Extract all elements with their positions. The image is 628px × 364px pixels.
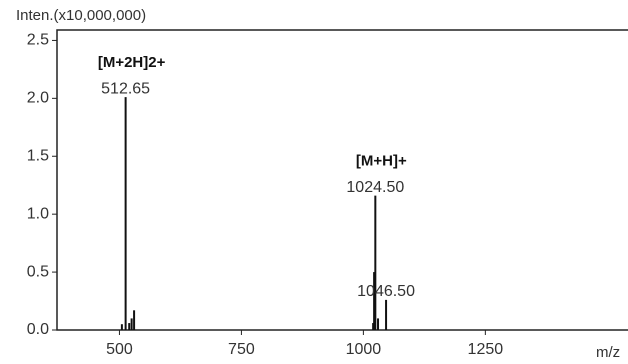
plot-frame	[56, 29, 628, 331]
x-tick-label: 1000	[346, 341, 382, 358]
x-tick-label: 750	[228, 341, 255, 358]
peak-label: 512.65	[101, 80, 150, 97]
y-tick-label: 1.5	[27, 147, 49, 164]
y-axis-label: Inten.(x10,000,000)	[16, 7, 146, 24]
y-tick-label: 0.5	[27, 263, 49, 280]
peak-label: 1046.50	[357, 283, 415, 300]
y-tick-label: 0.0	[27, 321, 49, 338]
y-tick-label: 1.0	[27, 205, 49, 222]
ion-label: [M+2H]2+	[98, 54, 166, 71]
ion-label: [M+H]+	[356, 153, 407, 170]
y-tick-label: 2.5	[27, 32, 49, 49]
y-tick-label: 2.0	[27, 90, 49, 107]
peak-label: 1024.50	[346, 179, 404, 196]
x-tick-label: 500	[106, 341, 133, 358]
x-axis-label: m/z	[596, 344, 620, 361]
x-tick-label: 1250	[468, 341, 504, 358]
